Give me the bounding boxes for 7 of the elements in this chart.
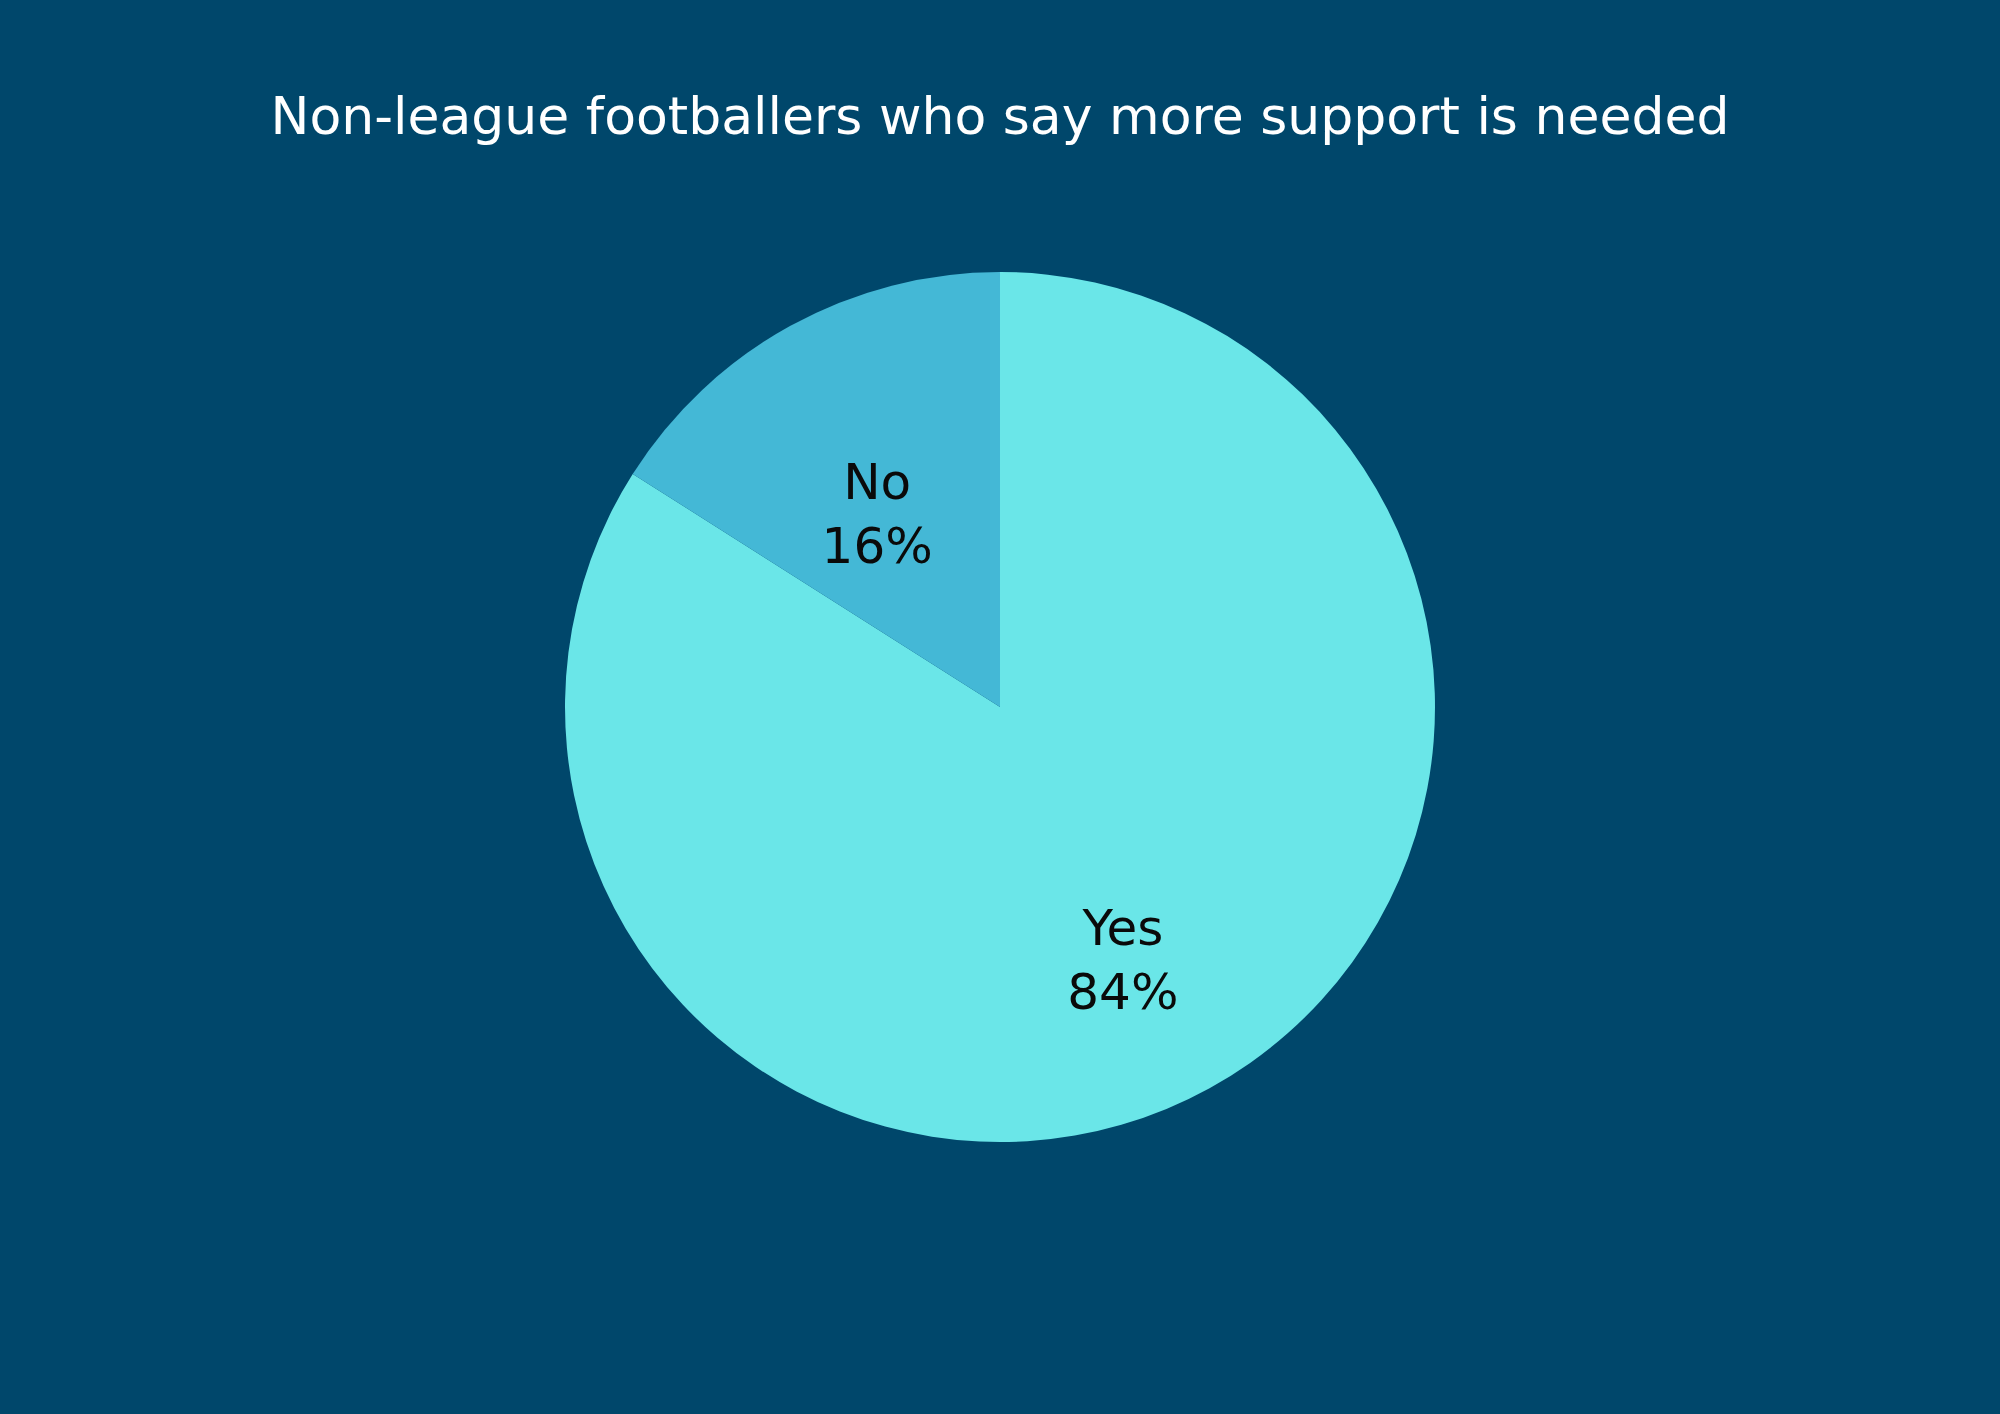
slice-label: Yes [1081,899,1164,958]
data-label: 16% [821,516,933,575]
pie-slice [632,272,1000,707]
slice-label: No [843,452,912,511]
data-label: 84% [1067,963,1179,1022]
chart-title: Non-league footballers who say more support is needed [270,86,1730,146]
pie-slice [565,272,1435,1142]
